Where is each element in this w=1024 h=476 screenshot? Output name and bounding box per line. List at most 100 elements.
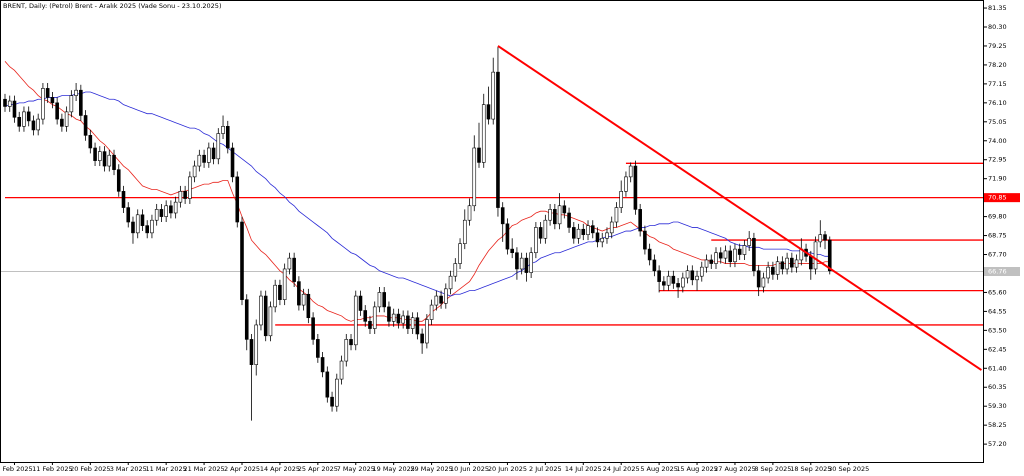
candle-body bbox=[126, 207, 131, 223]
y-tick-label: 62.45 bbox=[988, 345, 1007, 353]
candle-body bbox=[619, 191, 624, 208]
candle-body bbox=[263, 295, 268, 337]
x-tick-label: 1 Feb 2025 bbox=[0, 465, 33, 473]
y-tick-label: 81.35 bbox=[988, 4, 1007, 12]
y-tick-label: 76.10 bbox=[988, 99, 1007, 107]
candle-body bbox=[486, 104, 491, 120]
candle-body bbox=[173, 201, 178, 214]
candle-body bbox=[188, 176, 192, 199]
candle-body bbox=[382, 292, 387, 308]
candle-body bbox=[633, 165, 638, 210]
x-tick-label: 2 Apr 2025 bbox=[224, 465, 260, 473]
y-tick-label: 64.55 bbox=[988, 307, 1007, 315]
y-tick-label: 72.95 bbox=[988, 156, 1007, 164]
candle-body bbox=[249, 339, 254, 365]
candle-body bbox=[112, 154, 116, 170]
candle-body bbox=[690, 270, 695, 281]
candle-body bbox=[790, 257, 794, 268]
candle-body bbox=[207, 147, 211, 163]
candle-body bbox=[93, 147, 97, 161]
candle-body bbox=[491, 71, 496, 120]
x-tick-label: 20 Feb 2025 bbox=[70, 465, 110, 473]
candle-body bbox=[159, 209, 164, 217]
candle-body bbox=[614, 207, 619, 223]
candle-body bbox=[647, 248, 652, 261]
x-tick-label: 2 Jul 2025 bbox=[529, 465, 562, 473]
candle-body bbox=[183, 191, 187, 199]
candle-body bbox=[823, 234, 827, 241]
candle-body bbox=[709, 259, 714, 264]
candle-body bbox=[681, 277, 685, 288]
y-tick-label: 57.20 bbox=[988, 440, 1007, 448]
candle-body bbox=[31, 120, 36, 131]
candle-body bbox=[827, 239, 832, 272]
x-tick-label: 3 Mar 2025 bbox=[110, 465, 147, 473]
candle-body bbox=[752, 237, 756, 272]
x-tick-label: 5 Aug 2025 bbox=[640, 465, 678, 473]
candle-body bbox=[595, 232, 600, 243]
candle-body bbox=[458, 243, 462, 264]
candle-body bbox=[785, 257, 789, 270]
candle-body bbox=[387, 306, 391, 322]
x-tick-label: 15 Aug 2025 bbox=[676, 465, 718, 473]
candle-body bbox=[420, 333, 424, 344]
candle-body bbox=[548, 209, 552, 221]
x-tick-label: 7 May 2025 bbox=[337, 465, 375, 473]
candle-body bbox=[297, 281, 301, 306]
candle-body bbox=[775, 261, 780, 275]
candle-body bbox=[728, 250, 733, 263]
trend-line bbox=[497, 45, 982, 371]
candle-body bbox=[278, 284, 282, 300]
candle-body bbox=[462, 219, 467, 244]
x-tick-label: 18 Sep 2025 bbox=[790, 465, 831, 473]
x-tick-label: 19 May 2025 bbox=[372, 465, 414, 473]
x-tick-label: 25 Apr 2025 bbox=[298, 465, 338, 473]
candle-body bbox=[192, 165, 197, 178]
candle-body bbox=[808, 256, 813, 270]
candle-body bbox=[481, 104, 486, 163]
candle-body bbox=[477, 147, 481, 163]
candle-body bbox=[813, 241, 818, 270]
candle-body bbox=[145, 225, 149, 234]
candle-body bbox=[406, 315, 410, 329]
x-tick-label: 14 Jul 2025 bbox=[565, 465, 602, 473]
candle-body bbox=[273, 284, 277, 308]
x-tick-label: 11 Feb 2025 bbox=[32, 465, 72, 473]
candle-body bbox=[467, 205, 472, 221]
candle-body bbox=[230, 147, 235, 178]
candle-body bbox=[311, 317, 315, 340]
candle-body bbox=[154, 209, 159, 221]
candle-body bbox=[391, 313, 396, 322]
candle-body bbox=[64, 111, 69, 127]
candle-body bbox=[244, 299, 249, 340]
candle-body bbox=[282, 268, 287, 300]
candle-body bbox=[7, 100, 12, 107]
candle-body bbox=[401, 315, 405, 324]
plot bbox=[1, 45, 983, 421]
x-tick-label: 29 May 2025 bbox=[410, 465, 452, 473]
candle-body bbox=[510, 248, 514, 254]
candle-body bbox=[543, 219, 548, 239]
candle-body bbox=[434, 295, 439, 306]
candle-body bbox=[666, 275, 671, 286]
x-tick-label: 27 Aug 2025 bbox=[714, 465, 756, 473]
candle-body bbox=[671, 275, 676, 284]
candle-body bbox=[353, 295, 358, 346]
candle-body bbox=[496, 71, 500, 208]
candle-body bbox=[98, 151, 102, 161]
candle-body bbox=[695, 275, 699, 281]
candle-body bbox=[439, 295, 443, 304]
level-tag-label: 70.85 bbox=[988, 194, 1007, 202]
candle-body bbox=[590, 225, 595, 234]
chart-title: BRENT, Daily: (Petrol) Brent - Aralık 20… bbox=[3, 2, 221, 10]
candle-body bbox=[747, 237, 751, 246]
candle-body bbox=[780, 261, 785, 270]
candle-body bbox=[538, 227, 543, 239]
candle-body bbox=[83, 115, 88, 136]
candle-body bbox=[766, 266, 770, 279]
y-tick-label: 79.25 bbox=[988, 42, 1007, 50]
candle-body bbox=[131, 221, 135, 234]
candle-body bbox=[472, 147, 477, 207]
candle-body bbox=[699, 266, 704, 277]
